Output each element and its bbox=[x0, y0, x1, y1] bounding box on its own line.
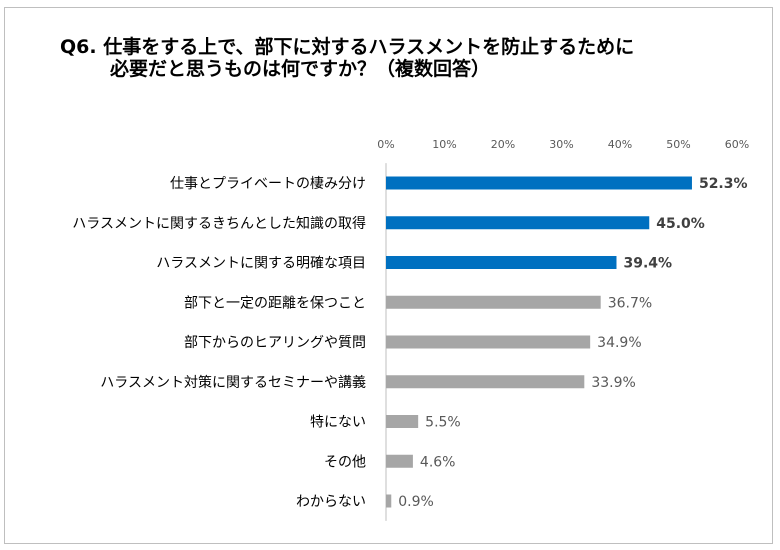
category-label: 特にない bbox=[310, 415, 366, 431]
bar bbox=[386, 454, 413, 468]
category-label: ハラスメント対策に関するセミナーや講義 bbox=[100, 374, 366, 391]
chart-frame bbox=[4, 7, 773, 544]
bars bbox=[386, 176, 692, 508]
x-tick-label: 30% bbox=[549, 138, 573, 151]
x-axis-ticks: 0% 10% 20% 30% 40% 50% 60% bbox=[377, 138, 749, 151]
bar bbox=[386, 176, 692, 190]
category-label: わからない bbox=[296, 494, 366, 510]
value-label: 33.9% bbox=[591, 375, 635, 391]
bar bbox=[386, 216, 650, 230]
category-label: その他 bbox=[324, 454, 366, 470]
bar bbox=[386, 335, 591, 349]
value-label: 5.5% bbox=[425, 415, 461, 431]
value-label: 52.3% bbox=[699, 176, 748, 192]
category-label: ハラスメントに関するきちんとした知識の取得 bbox=[72, 215, 366, 232]
value-labels: 52.3% 45.0% 39.4% 36.7% 34.9% 33.9% 5.5% 4.6% 0.… bbox=[398, 176, 747, 510]
category-label: 部下からのヒアリングや質問 bbox=[184, 335, 366, 351]
bar bbox=[386, 415, 419, 428]
value-label: 39.4% bbox=[623, 256, 672, 272]
category-labels: 仕事とプライベートの棲み分けハラスメントに関するきちんとした知識の取得ハラスメン… bbox=[72, 176, 366, 510]
bar bbox=[386, 494, 392, 508]
x-tick-label: 60% bbox=[725, 138, 749, 151]
value-label: 4.6% bbox=[420, 454, 456, 470]
x-tick-label: 50% bbox=[666, 138, 690, 151]
x-tick-label: 10% bbox=[432, 138, 456, 151]
value-label: 0.9% bbox=[398, 494, 434, 510]
bar bbox=[386, 295, 601, 309]
chart-title-line1: Q6. 仕事をする上で、部下に対するハラスメントを防止するために bbox=[60, 36, 635, 58]
chart-title-line2: 必要だと思うものは何ですか？（複数回答） bbox=[110, 58, 491, 80]
bar bbox=[386, 256, 617, 269]
category-label: 仕事とプライベートの棲み分け bbox=[170, 176, 366, 192]
value-label: 45.0% bbox=[656, 216, 705, 232]
bar bbox=[386, 375, 585, 389]
x-tick-label: 20% bbox=[491, 138, 515, 151]
chart-title: Q6. 仕事をする上で、部下に対するハラスメントを防止するために 必要だと思うも… bbox=[60, 36, 750, 80]
category-label: ハラスメントに関する明確な項目 bbox=[156, 256, 366, 272]
x-tick-label: 0% bbox=[377, 138, 394, 151]
value-label: 34.9% bbox=[597, 335, 641, 351]
category-label: 部下と一定の距離を保つこと bbox=[184, 294, 366, 311]
value-label: 36.7% bbox=[608, 295, 652, 311]
x-tick-label: 40% bbox=[608, 138, 632, 151]
